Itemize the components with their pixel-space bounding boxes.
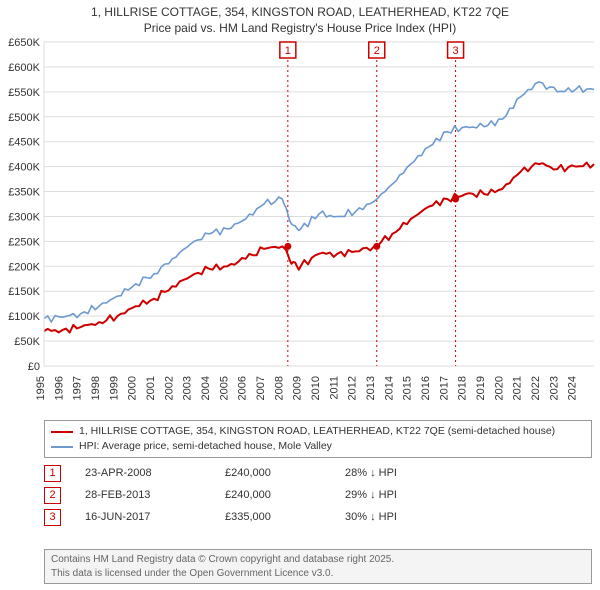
svg-text:2005: 2005 — [218, 376, 230, 400]
event-diff-2: 29% ↓ HPI — [345, 489, 397, 501]
svg-text:£250K: £250K — [8, 236, 40, 248]
svg-text:2011: 2011 — [328, 376, 340, 400]
svg-text:£400K: £400K — [8, 162, 40, 174]
svg-text:2001: 2001 — [145, 376, 157, 400]
event-date-3: 16-JUN-2017 — [85, 511, 225, 523]
svg-text:2022: 2022 — [530, 376, 542, 400]
chart-title: 1, HILLRISE COTTAGE, 354, KINGSTON ROAD,… — [0, 0, 600, 38]
event-row-1: 1 23-APR-2008 £240,000 28% ↓ HPI — [44, 462, 397, 484]
event-row-3: 3 16-JUN-2017 £335,000 30% ↓ HPI — [44, 506, 397, 528]
event-price-1: £240,000 — [225, 467, 345, 479]
legend-label-price: 1, HILLRISE COTTAGE, 354, KINGSTON ROAD,… — [79, 424, 555, 439]
svg-text:£0: £0 — [28, 361, 40, 373]
svg-text:£450K: £450K — [8, 137, 40, 149]
svg-text:2008: 2008 — [273, 376, 285, 400]
svg-text:2012: 2012 — [347, 376, 359, 400]
event-date-1: 23-APR-2008 — [85, 467, 225, 479]
svg-text:1: 1 — [285, 45, 291, 57]
svg-text:2000: 2000 — [127, 376, 139, 400]
svg-text:1998: 1998 — [90, 376, 102, 400]
svg-text:2019: 2019 — [475, 376, 487, 400]
footer-attribution: Contains HM Land Registry data © Crown c… — [44, 549, 592, 584]
svg-text:£600K: £600K — [8, 62, 40, 74]
event-price-3: £335,000 — [225, 511, 345, 523]
footer-line1: Contains HM Land Registry data © Crown c… — [51, 553, 585, 567]
svg-text:2016: 2016 — [420, 376, 432, 400]
event-date-2: 28-FEB-2013 — [85, 489, 225, 501]
event-marker-3: 3 — [44, 509, 61, 526]
event-table: 1 23-APR-2008 £240,000 28% ↓ HPI 2 28-FE… — [44, 462, 397, 528]
svg-text:3: 3 — [453, 45, 459, 57]
svg-text:2002: 2002 — [163, 376, 175, 400]
svg-text:1999: 1999 — [108, 376, 120, 400]
legend-label-hpi: HPI: Average price, semi-detached house,… — [79, 439, 332, 454]
event-price-2: £240,000 — [225, 489, 345, 501]
svg-text:2013: 2013 — [365, 376, 377, 400]
svg-text:£200K: £200K — [8, 261, 40, 273]
svg-text:£350K: £350K — [8, 187, 40, 199]
legend: 1, HILLRISE COTTAGE, 354, KINGSTON ROAD,… — [44, 420, 592, 458]
svg-text:2015: 2015 — [402, 376, 414, 400]
event-marker-2: 2 — [44, 487, 61, 504]
line-chart: £0 £50K £100K £150K £200K £250K £300K £350K £400… — [0, 36, 600, 416]
legend-swatch-hpi — [51, 446, 73, 448]
svg-text:£150K: £150K — [8, 286, 40, 298]
svg-text:2007: 2007 — [255, 376, 267, 400]
svg-text:2009: 2009 — [292, 376, 304, 400]
title-line2: Price paid vs. HM Land Registry's House … — [6, 20, 594, 36]
svg-text:2023: 2023 — [548, 376, 560, 400]
svg-text:2014: 2014 — [383, 376, 395, 400]
svg-text:2018: 2018 — [457, 376, 469, 400]
svg-text:2020: 2020 — [493, 376, 505, 400]
title-line1: 1, HILLRISE COTTAGE, 354, KINGSTON ROAD,… — [6, 4, 594, 20]
event-row-2: 2 28-FEB-2013 £240,000 29% ↓ HPI — [44, 484, 397, 506]
legend-swatch-price — [51, 431, 73, 433]
svg-text:2021: 2021 — [512, 376, 524, 400]
svg-text:£550K: £550K — [8, 87, 40, 99]
svg-text:£650K: £650K — [8, 37, 40, 49]
svg-text:2: 2 — [374, 45, 380, 57]
svg-text:2006: 2006 — [237, 376, 249, 400]
svg-text:£500K: £500K — [8, 112, 40, 124]
svg-text:2004: 2004 — [200, 376, 212, 400]
legend-row-hpi: HPI: Average price, semi-detached house,… — [51, 439, 585, 454]
legend-row-price: 1, HILLRISE COTTAGE, 354, KINGSTON ROAD,… — [51, 424, 585, 439]
svg-text:2010: 2010 — [310, 376, 322, 400]
svg-text:1997: 1997 — [72, 376, 84, 400]
svg-text:£100K: £100K — [8, 311, 40, 323]
svg-text:£50K: £50K — [14, 336, 40, 348]
svg-text:2024: 2024 — [567, 376, 579, 400]
event-marker-1: 1 — [44, 465, 61, 482]
svg-text:1995: 1995 — [35, 376, 47, 400]
svg-text:2017: 2017 — [438, 376, 450, 400]
svg-text:1996: 1996 — [53, 376, 65, 400]
event-diff-1: 28% ↓ HPI — [345, 467, 397, 479]
svg-text:2003: 2003 — [182, 376, 194, 400]
svg-text:£300K: £300K — [8, 211, 40, 223]
event-diff-3: 30% ↓ HPI — [345, 511, 397, 523]
chart-area: £0 £50K £100K £150K £200K £250K £300K £350K £400… — [0, 36, 600, 416]
footer-line2: This data is licensed under the Open Gov… — [51, 567, 585, 581]
